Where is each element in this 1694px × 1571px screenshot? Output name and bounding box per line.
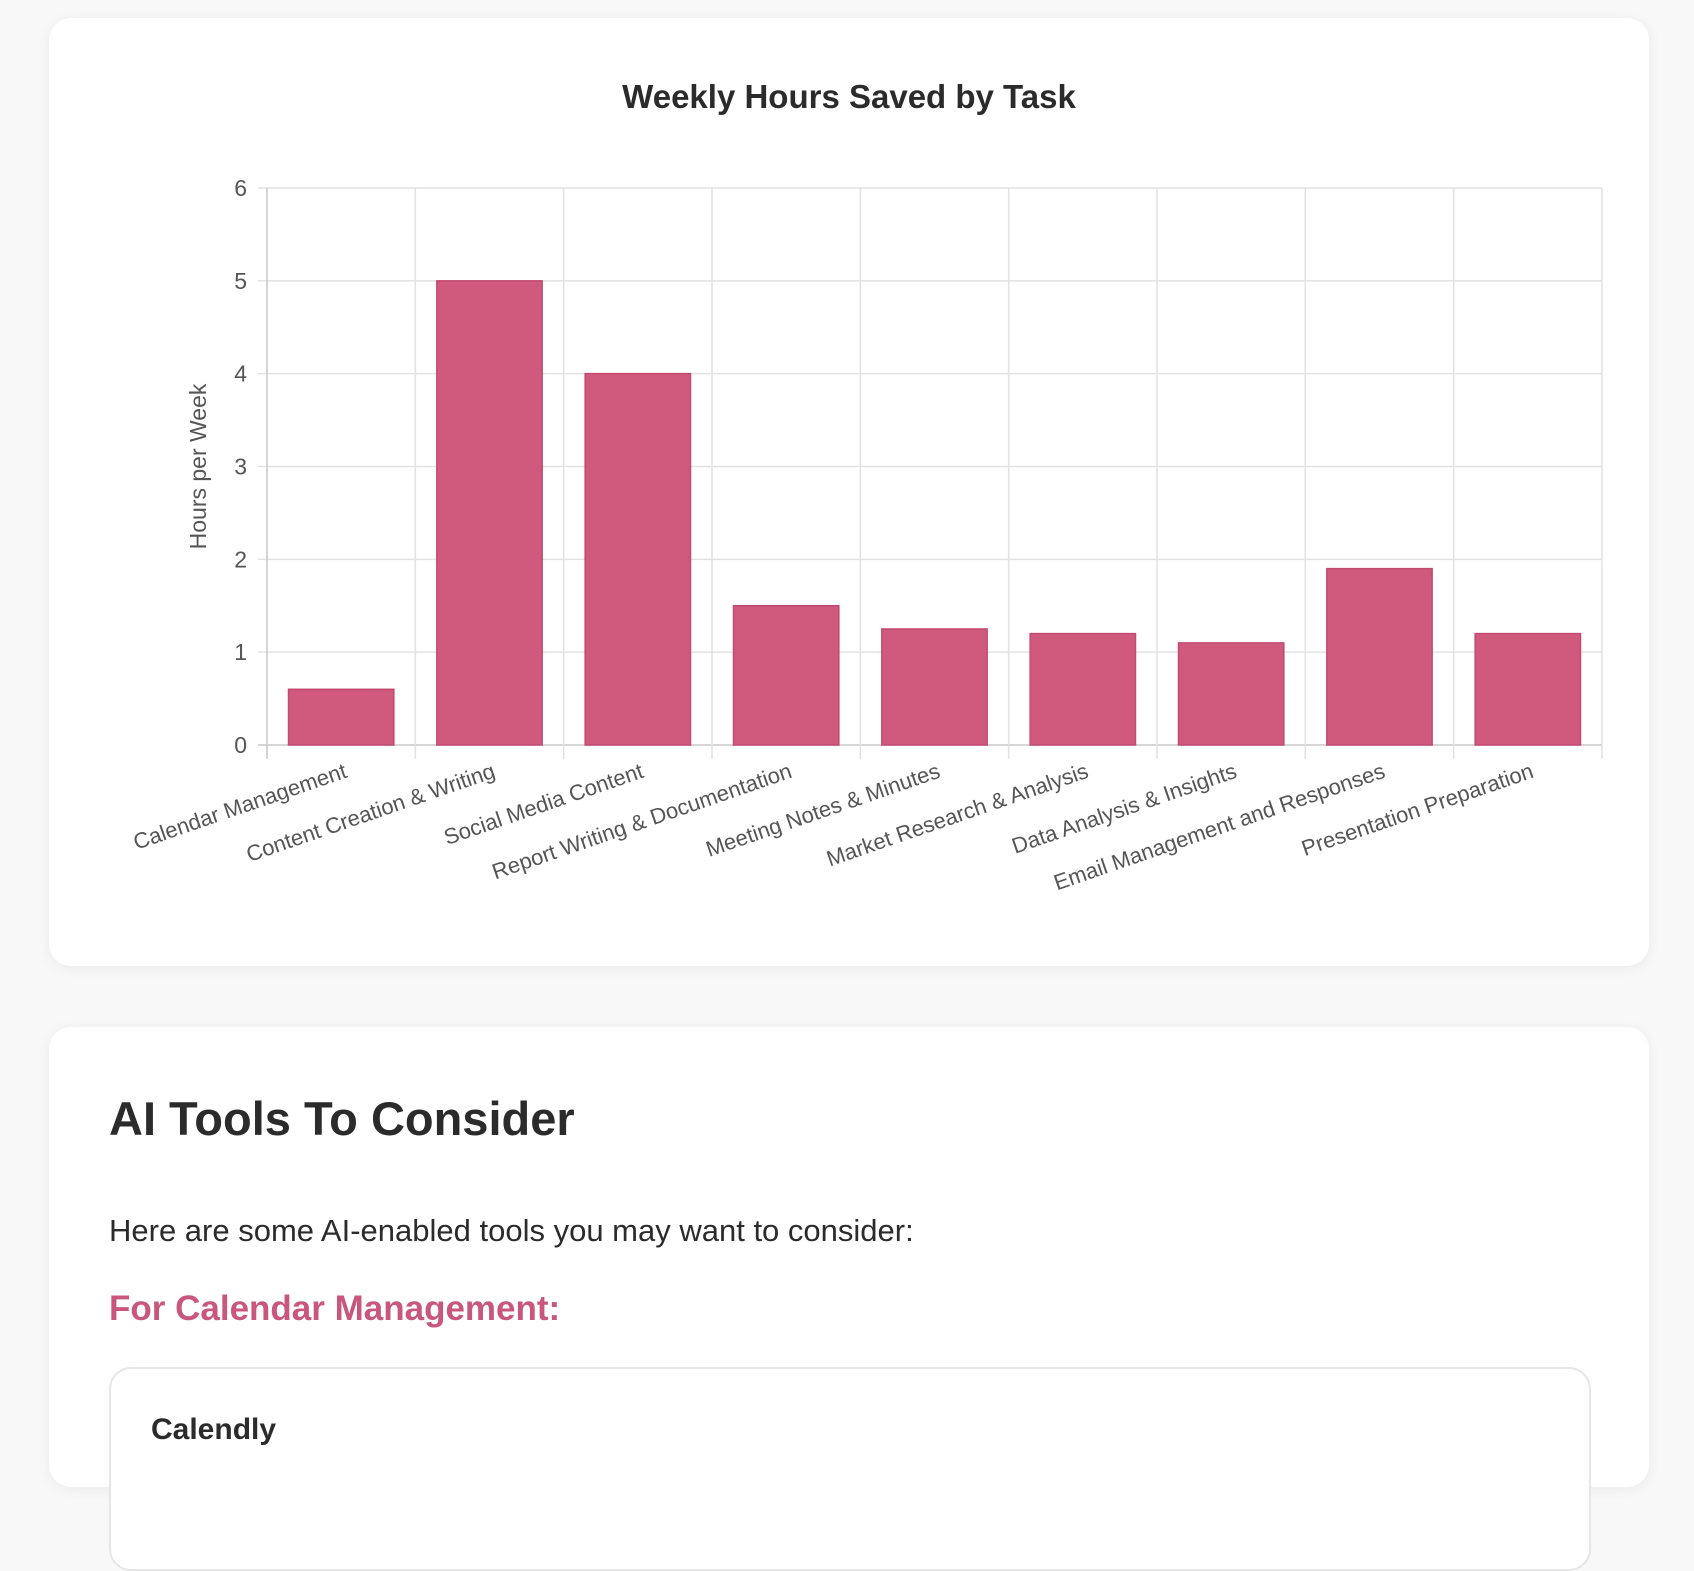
y-tick-label: 2 bbox=[234, 546, 247, 572]
bar bbox=[1029, 632, 1137, 746]
bar bbox=[881, 628, 988, 746]
x-tick-label: Content Creation & Writing bbox=[243, 758, 498, 867]
bar bbox=[1177, 642, 1285, 746]
chart-card: Weekly Hours Saved by Task 0 1 2 3 4 5 6 Hours p… bbox=[49, 18, 1649, 966]
tool-name: Calendly bbox=[151, 1413, 277, 1446]
calendar-tools-heading: For Calendar Management: bbox=[109, 1289, 561, 1328]
tools-heading: AI Tools To Consider bbox=[109, 1092, 575, 1145]
chart-title: Weekly Hours Saved by Task bbox=[622, 78, 1076, 115]
bar bbox=[584, 372, 692, 746]
y-tick-label: 3 bbox=[234, 454, 247, 480]
y-tick-label: 1 bbox=[234, 639, 247, 665]
bar bbox=[1326, 567, 1433, 746]
x-tick-label: Market Research & Analysis bbox=[823, 758, 1091, 871]
bar bbox=[436, 280, 543, 746]
y-tick-label: 6 bbox=[234, 175, 247, 201]
tools-intro-text: Here are some AI-enabled tools you may w… bbox=[109, 1213, 914, 1248]
y-axis-label: Hours per Week bbox=[185, 383, 211, 549]
bar-chart: Weekly Hours Saved by Task 0 1 2 3 4 5 6 Hours p… bbox=[130, 78, 1603, 895]
y-tick-label: 4 bbox=[234, 361, 247, 387]
bar bbox=[287, 688, 395, 746]
y-tick-label: 5 bbox=[234, 268, 247, 294]
tools-card: AI Tools To Consider Here are some AI-en… bbox=[49, 1027, 1649, 1571]
tool-card[interactable]: Calendly bbox=[109, 1367, 1591, 1571]
bar bbox=[732, 605, 840, 746]
y-tick-label: 0 bbox=[234, 732, 247, 758]
bar bbox=[1474, 632, 1582, 746]
